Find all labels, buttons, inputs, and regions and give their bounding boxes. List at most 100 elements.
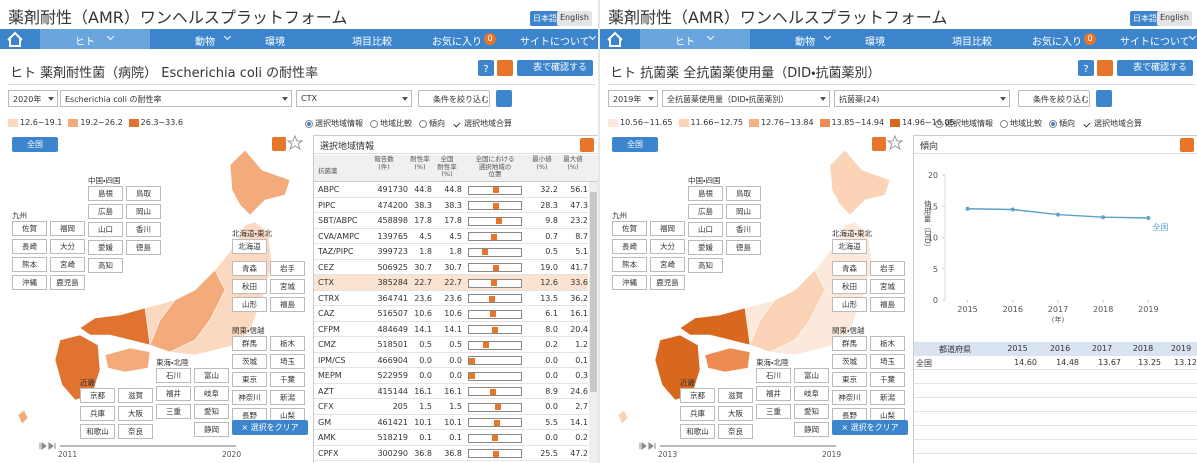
prefecture-button[interactable]: 神奈川	[832, 390, 867, 405]
panel-download[interactable]	[580, 138, 594, 152]
prefecture-button[interactable]: 徳島	[726, 240, 761, 255]
prefecture-button[interactable]: 和歌山	[680, 424, 715, 439]
prefecture-button[interactable]: 岐阜	[194, 386, 229, 401]
view-option[interactable]: 地域比較	[370, 118, 412, 129]
prefecture-button[interactable]: 富山	[794, 368, 829, 383]
prefecture-button[interactable]: 埼玉	[870, 354, 905, 369]
prefecture-button[interactable]: 宮崎	[650, 257, 685, 272]
view-option[interactable]: 地域比較	[1000, 118, 1042, 129]
prefecture-button[interactable]: 鹿児島	[650, 275, 685, 290]
nav-item[interactable]: サイトについて	[1120, 37, 1190, 48]
prefecture-button[interactable]: 高知	[88, 258, 123, 273]
prefecture-button[interactable]: 山形	[232, 297, 267, 312]
prefecture-button[interactable]: 大阪	[718, 406, 753, 421]
prefecture-button[interactable]: 福岡	[650, 221, 685, 236]
prefecture-button[interactable]: 岩手	[270, 261, 305, 276]
prefecture-button[interactable]: 新潟	[870, 390, 905, 405]
prefecture-button[interactable]: 静岡	[794, 422, 829, 437]
filter-button[interactable]: 条件を絞り込む	[418, 90, 490, 107]
download-button[interactable]	[497, 60, 513, 76]
prefecture-button[interactable]: 奈良	[718, 424, 753, 439]
prefecture-button[interactable]: 群馬	[832, 336, 867, 351]
panel-download[interactable]	[872, 137, 886, 151]
select[interactable]: CTX	[296, 90, 412, 107]
prefecture-button[interactable]: 三重	[156, 404, 191, 419]
select[interactable]: 2019年	[608, 90, 658, 107]
prefecture-button[interactable]: 山口	[88, 222, 123, 237]
prefecture-button[interactable]: 神奈川	[232, 390, 267, 405]
prefecture-button[interactable]: 滋賀	[118, 388, 153, 403]
prefecture-button[interactable]: 愛媛	[88, 240, 123, 255]
nav-item[interactable]: 項目比較	[352, 37, 392, 48]
prefecture-button[interactable]: 兵庫	[680, 406, 715, 421]
prefecture-button[interactable]: 佐賀	[12, 221, 47, 236]
select[interactable]: Escherichia coli の耐性率	[60, 90, 292, 107]
prefecture-button[interactable]: 福井	[156, 386, 191, 401]
lang-button[interactable]: English	[557, 11, 592, 26]
prefecture-button[interactable]: 奈良	[118, 424, 153, 439]
nav-item[interactable]: お気に入り	[1032, 37, 1082, 48]
prefecture-button[interactable]: 富山	[194, 368, 229, 383]
prefecture-button[interactable]: 京都	[80, 388, 115, 403]
prefecture-button[interactable]: 滋賀	[718, 388, 753, 403]
prefecture-button[interactable]: 愛知	[194, 404, 229, 419]
nav-item[interactable]: ヒト	[675, 37, 695, 48]
prefecture-button[interactable]: 香川	[726, 222, 761, 237]
view-option[interactable]: 選択地域情報	[305, 118, 363, 129]
help-button[interactable]	[1096, 90, 1112, 107]
prefecture-button[interactable]: 福島	[270, 297, 305, 312]
prefecture-button[interactable]: 大阪	[118, 406, 153, 421]
download-button[interactable]	[1097, 60, 1113, 76]
lang-button[interactable]: English	[1157, 11, 1192, 26]
prefecture-button[interactable]: 鳥取	[726, 186, 761, 201]
prefecture-button[interactable]: 千葉	[870, 372, 905, 387]
prefecture-button[interactable]: 京都	[680, 388, 715, 403]
nav-item[interactable]: お気に入り	[432, 37, 482, 48]
prefecture-button[interactable]: 青森	[832, 261, 867, 276]
prefecture-button[interactable]: 高知	[688, 258, 723, 273]
prefecture-button[interactable]: 鳥取	[126, 186, 161, 201]
view-option[interactable]: 傾向	[419, 118, 445, 129]
prefecture-button[interactable]: 新潟	[270, 390, 305, 405]
prefecture-button[interactable]: 愛知	[794, 404, 829, 419]
prefecture-button[interactable]: 静岡	[194, 422, 229, 437]
prefecture-button[interactable]: 山形	[832, 297, 867, 312]
help-button[interactable]	[478, 60, 494, 76]
panel-download[interactable]	[272, 137, 286, 151]
prefecture-button[interactable]: 東京	[232, 372, 267, 387]
clear-button[interactable]: × 選択をクリア	[232, 420, 308, 435]
prefecture-button[interactable]: 徳島	[126, 240, 161, 255]
help-button[interactable]	[1078, 60, 1094, 76]
prefecture-button[interactable]: 岐阜	[794, 386, 829, 401]
prefecture-button[interactable]: 秋田	[232, 279, 267, 294]
prefecture-button[interactable]: 埼玉	[270, 354, 305, 369]
prefecture-button[interactable]: 秋田	[832, 279, 867, 294]
nav-item[interactable]: 項目比較	[952, 37, 992, 48]
clear-button[interactable]: × 選択をクリア	[832, 420, 908, 435]
nav-item[interactable]: サイトについて	[520, 37, 590, 48]
prefecture-button[interactable]: 三重	[756, 404, 791, 419]
prefecture-button[interactable]: 栃木	[270, 336, 305, 351]
select[interactable]: 2020年	[8, 90, 58, 107]
nav-item[interactable]: 環境	[865, 37, 885, 48]
prefecture-button[interactable]: 福井	[756, 386, 791, 401]
prefecture-button[interactable]: 福岡	[50, 221, 85, 236]
prefecture-button[interactable]: 広島	[688, 204, 723, 219]
select[interactable]: 全抗菌薬使用量（DID・抗菌薬別）	[662, 90, 830, 107]
prefecture-button[interactable]: 北海道	[232, 239, 267, 254]
prefecture-button[interactable]: 愛媛	[688, 240, 723, 255]
prefecture-button[interactable]: 兵庫	[80, 406, 115, 421]
prefecture-button[interactable]: 山口	[688, 222, 723, 237]
prefecture-button[interactable]: 群馬	[232, 336, 267, 351]
prefecture-button[interactable]: 大分	[650, 239, 685, 254]
confirm-button[interactable]: 表で確認する	[1117, 60, 1193, 76]
lang-button[interactable]: 日本語	[530, 11, 560, 26]
prefecture-button[interactable]: 鹿児島	[50, 275, 85, 290]
view-option[interactable]: 傾向	[1049, 118, 1075, 129]
prefecture-button[interactable]: 宮崎	[50, 257, 85, 272]
prefecture-button[interactable]: 香川	[126, 222, 161, 237]
view-option[interactable]: 選択地域合算	[1082, 118, 1142, 129]
select[interactable]: 抗菌薬(24)	[834, 90, 1010, 107]
nav-item[interactable]: 環境	[265, 37, 285, 48]
prefecture-button[interactable]: 東京	[832, 372, 867, 387]
